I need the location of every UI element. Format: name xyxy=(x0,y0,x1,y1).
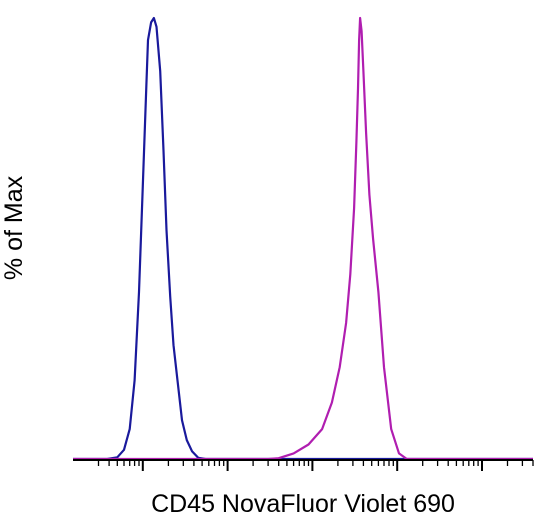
x-axis-label: CD45 NovaFluor Violet 690 xyxy=(151,490,455,518)
x-axis-ticks xyxy=(97,460,534,471)
y-axis-label: % of Max xyxy=(0,175,28,280)
series-layer xyxy=(73,16,533,461)
series-line-1 xyxy=(73,16,533,461)
series-line-2 xyxy=(73,16,533,461)
